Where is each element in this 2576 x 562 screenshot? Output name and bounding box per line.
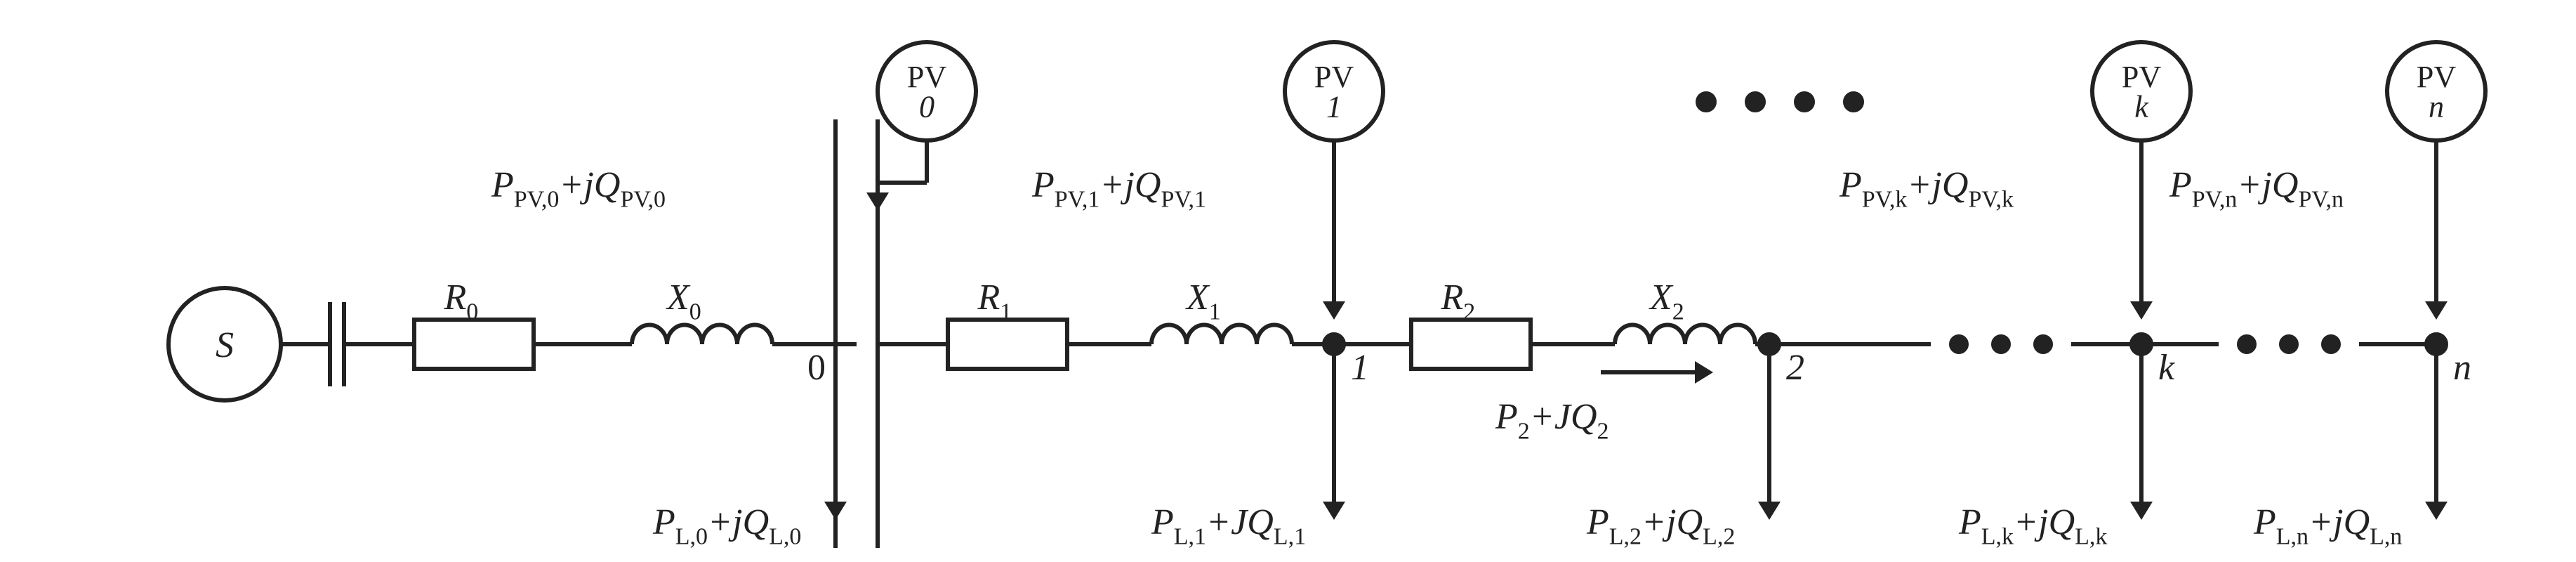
svg-text:PL,1+JQL,1: PL,1+JQL,1 xyxy=(1151,502,1306,550)
svg-text:0: 0 xyxy=(919,89,934,124)
inductor-label: X2 xyxy=(1649,277,1684,325)
source-node: S xyxy=(169,288,281,400)
pv-power-label-k: PPV,k+jQPV,k xyxy=(1839,165,2014,213)
svg-text:P2+JQ2: P2+JQ2 xyxy=(1495,397,1609,445)
load-power-label-1: PL,1+JQL,1 xyxy=(1151,502,1306,550)
source-label: S xyxy=(216,325,234,365)
svg-text:X0: X0 xyxy=(666,277,701,325)
svg-text:PPV,0+jQPV,0: PPV,0+jQPV,0 xyxy=(491,165,666,213)
svg-text:PPV,k+jQPV,k: PPV,k+jQPV,k xyxy=(1839,165,2014,213)
load-1 xyxy=(1323,344,1345,520)
inductor-label: X1 xyxy=(1185,277,1221,325)
segment-0: R0X0 xyxy=(344,277,857,369)
pv-source-0: PV0 xyxy=(866,42,976,313)
svg-text:1: 1 xyxy=(1351,348,1369,388)
branch-flow-2: P2+JQ2 xyxy=(1495,361,1713,445)
pv-power-label-n: PPV,n+jQPV,n xyxy=(2169,165,2344,213)
svg-text:0: 0 xyxy=(807,348,826,388)
svg-text:PPV,n+jQPV,n: PPV,n+jQPV,n xyxy=(2169,165,2344,213)
svg-text:PPV,1+jQPV,1: PPV,1+jQPV,1 xyxy=(1031,165,1206,213)
svg-text:X1: X1 xyxy=(1185,277,1221,325)
ellipsis-line-0 xyxy=(1951,336,2051,352)
node-0: 0PV0PPV,0+jQPV,0PL,0+jQL,0 xyxy=(491,42,976,550)
inductor-label: X0 xyxy=(666,277,701,325)
load-power-label-2: PL,2+jQL,2 xyxy=(1586,502,1735,550)
svg-text:PL,n+jQL,n: PL,n+jQL,n xyxy=(2253,502,2402,550)
pv-source-n: PVn xyxy=(2387,42,2485,320)
load-k xyxy=(2130,344,2153,520)
load-n xyxy=(2425,344,2448,520)
load-power-label-k: PL,k+jQL,k xyxy=(1958,502,2107,550)
load-power-label-n: PL,n+jQL,n xyxy=(2253,502,2402,550)
segment-1: R1X1 xyxy=(878,277,1334,369)
svg-text:n: n xyxy=(2429,89,2444,124)
load-power-label-0: PL,0+jQL,0 xyxy=(652,502,801,550)
svg-text:PL,2+jQL,2: PL,2+jQL,2 xyxy=(1586,502,1735,550)
svg-text:1: 1 xyxy=(1326,89,1342,124)
ellipsis-line-1 xyxy=(2239,336,2339,352)
svg-text:X2: X2 xyxy=(1649,277,1684,325)
pv-power-label-0: PPV,0+jQPV,0 xyxy=(491,165,666,213)
barrier-icon xyxy=(330,302,344,386)
load-0 xyxy=(824,492,847,520)
svg-text:k: k xyxy=(2134,89,2149,124)
segment-2: R2X2 xyxy=(1334,277,1769,369)
svg-text:2: 2 xyxy=(1786,348,1804,388)
ellipsis-top xyxy=(1698,93,1862,110)
pv-power-label-1: PPV,1+jQPV,1 xyxy=(1031,165,1206,213)
pv-source-1: PV1 xyxy=(1285,42,1383,320)
svg-text:k: k xyxy=(2158,348,2175,388)
node-n: nPVnPPV,n+jQPV,nPL,n+jQL,n xyxy=(2169,42,2485,550)
svg-text:PL,k+jQL,k: PL,k+jQL,k xyxy=(1958,502,2107,550)
svg-text:PL,0+jQL,0: PL,0+jQL,0 xyxy=(652,502,801,550)
svg-text:n: n xyxy=(2453,348,2471,388)
load-2 xyxy=(1758,344,1781,520)
feeder-diagram: SR0X0R1X1R2X20PV0PPV,0+jQPV,0PL,0+jQL,01… xyxy=(0,0,2576,562)
node-k: kPVkPPV,k+jQPV,kPL,k+jQL,k xyxy=(1839,42,2191,550)
